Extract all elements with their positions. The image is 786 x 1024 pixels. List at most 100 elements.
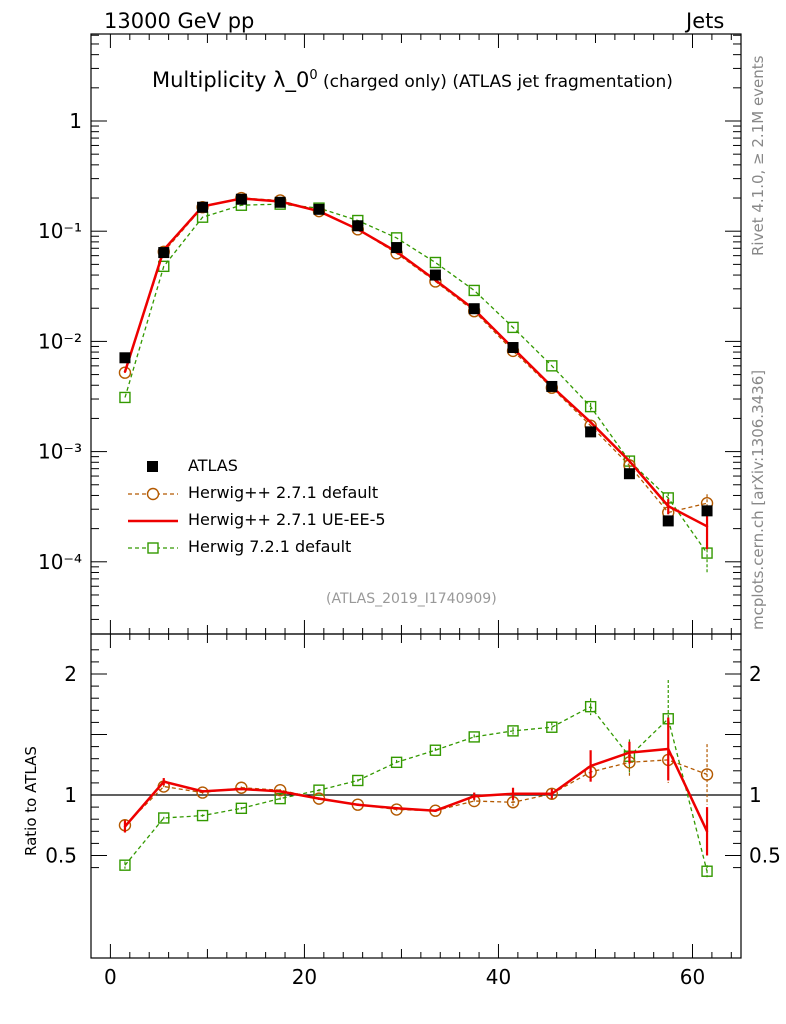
- y-tick-label: 10⁻²: [38, 329, 82, 353]
- header-right: Jets: [686, 9, 725, 33]
- main-series-0-point: [197, 201, 209, 213]
- ratio-series-2-point: [511, 792, 515, 795]
- ratio-series-2-point: [356, 803, 359, 806]
- main-series-0-point: [662, 515, 674, 527]
- ratio-series-3-point: [584, 700, 597, 713]
- ratio-series-3-line: [124, 705, 708, 872]
- main-series-0-point: [623, 468, 635, 480]
- ratio-series-1-point: [235, 781, 248, 794]
- main-series-0-point: [158, 247, 170, 259]
- ratio-series-3-point: [119, 859, 131, 871]
- main-series-3-point: [468, 284, 480, 297]
- rivet-label: Rivet 4.1.0, ≥ 2.1M events: [749, 55, 767, 257]
- main-series-2-point: [705, 525, 709, 528]
- main-series-2-point: [667, 504, 670, 508]
- ratio-series-2-point: [434, 809, 437, 812]
- legend-marker-herwig-default: [128, 487, 178, 501]
- y-tick-label: 1: [69, 109, 82, 133]
- ratio-series-1-point: [700, 768, 714, 781]
- main-series-2-line: [123, 197, 708, 528]
- legend-item-herwig-ueee5: Herwig++ 2.7.1 UE-EE-5: [124, 509, 454, 533]
- ratio-y-tick-label-right: 1: [749, 783, 762, 807]
- ratio-y-tick-label-right: 0.5: [749, 844, 781, 868]
- ratio-series-2-line: [124, 747, 709, 832]
- header-left: 13000 GeV pp: [104, 9, 255, 33]
- main-series-0-point: [507, 342, 519, 354]
- ratio-series-2-point: [628, 751, 631, 754]
- legend-marker-atlas: [147, 461, 158, 472]
- x-tick-label: 60: [680, 965, 705, 989]
- ratio-series-2-point: [317, 797, 321, 800]
- main-series-2-point: [123, 370, 127, 373]
- ratio-series-2-point: [667, 747, 670, 751]
- main-series-2-point: [589, 420, 592, 424]
- ratio-series-3-point: [390, 756, 403, 769]
- ratio-series-3-point: [429, 744, 442, 756]
- main-series-3-point: [507, 321, 519, 334]
- ratio-series-2-point: [705, 830, 709, 833]
- ratio-ylabel: Ratio to ATLAS: [22, 746, 40, 856]
- legend-marker-herwig7: [128, 542, 178, 554]
- ratio-series-2-point: [278, 790, 282, 793]
- ratio-series-3-point: [235, 802, 248, 815]
- ratio-series-3-point: [352, 774, 364, 787]
- y-tick-label: 10⁻¹: [38, 219, 82, 243]
- ratio-y-tick-label-left: 1: [64, 783, 77, 807]
- legend-label-herwig7: Herwig 7.2.1 default: [188, 537, 352, 556]
- ratio-y-tick-label-left: 2: [64, 662, 77, 686]
- main-series-3-point: [546, 360, 558, 372]
- main-series-2-point: [628, 459, 631, 463]
- ratio-series-2-point: [395, 807, 398, 810]
- ratio-series-2-point: [201, 790, 204, 793]
- x-tick-label: 0: [104, 965, 117, 989]
- title-subtitle: (charged only) (ATLAS jet fragmentation): [317, 72, 673, 92]
- main-series-3-point: [584, 400, 597, 413]
- ratio-series-3-point: [468, 731, 480, 743]
- ratio-series-3-point: [313, 784, 325, 796]
- main-series-3-line: [124, 203, 708, 554]
- main-series-0-point: [274, 196, 286, 208]
- x-tick-label: 40: [486, 965, 511, 989]
- main-series-0-point: [391, 242, 403, 254]
- main-series-0-point: [701, 505, 713, 517]
- main-series-0-point: [235, 193, 247, 205]
- title-main: Multiplicity λ_0: [152, 68, 310, 92]
- ratio-series-3-point: [507, 725, 519, 737]
- ratio-series-3-point: [158, 812, 170, 824]
- main-series-0-point: [313, 203, 325, 215]
- main-series-0-point: [468, 303, 480, 315]
- legend-item-herwig-default: Herwig++ 2.7.1 default: [124, 482, 454, 506]
- ratio-series-3-point: [701, 865, 713, 877]
- ratio-y-tick-label-right: 2: [749, 662, 762, 686]
- ratio-series-1-line: [124, 759, 708, 826]
- main-series-0-point: [352, 220, 364, 232]
- title-superscript: 0: [309, 68, 318, 83]
- legend-item-atlas: ATLAS: [124, 455, 454, 479]
- ratio-series-2-point: [162, 780, 165, 783]
- y-tick-label: 10⁻⁴: [38, 550, 82, 574]
- ratio-series-2-point: [550, 792, 554, 795]
- main-series-3-point: [429, 256, 442, 269]
- legend-item-herwig7: Herwig 7.2.1 default: [124, 536, 454, 560]
- ratio-series-3-point: [546, 721, 558, 733]
- ratio-frame: [90, 633, 742, 959]
- legend-label-atlas: ATLAS: [188, 456, 238, 475]
- main-series-3-point: [119, 391, 131, 404]
- legend-marker-herwig-ueee5: [128, 519, 178, 523]
- ratio-series-2-point: [473, 795, 476, 798]
- plot-title: Multiplicity λ_00 (charged only) (ATLAS …: [152, 68, 673, 92]
- ratio-series-2-point: [123, 825, 127, 828]
- ratio-series-3-point: [196, 809, 209, 822]
- analysis-id: (ATLAS_2019_I1740909): [326, 591, 497, 607]
- ratio-series-3-point: [274, 792, 286, 805]
- ratio-series-2-point: [589, 764, 592, 768]
- y-tick-label: 10⁻³: [38, 440, 82, 464]
- ratio-series-1-point: [196, 786, 209, 799]
- ratio-series-2-point: [240, 787, 243, 791]
- ratio-y-tick-label-left: 0.5: [45, 844, 77, 868]
- legend-label-herwig-default: Herwig++ 2.7.1 default: [188, 483, 379, 502]
- main-series-0-point: [119, 352, 131, 364]
- main-series-0-point: [585, 426, 597, 438]
- source-label: mcplots.cern.ch [arXiv:1306.3436]: [749, 369, 767, 630]
